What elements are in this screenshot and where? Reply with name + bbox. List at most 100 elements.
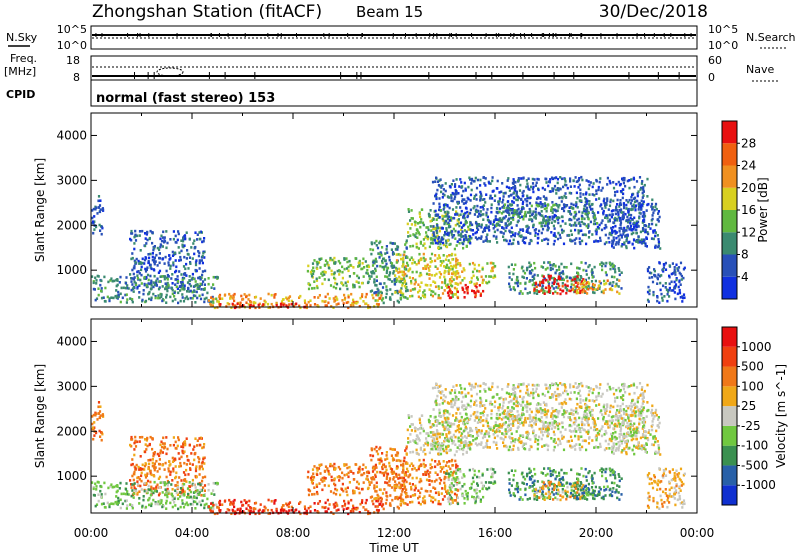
power-cell [97,287,100,290]
power-cell [542,288,545,291]
power-cell [261,304,264,308]
velocity-cell [148,488,152,492]
velocity-cell [313,486,316,489]
power-cell [181,282,185,286]
velocity-cell [180,489,183,493]
velocity-cell [194,469,198,473]
power-cell [406,261,409,265]
power-cell [379,290,382,294]
power-cell [492,227,495,230]
velocity-cell [198,457,201,461]
velocity-cell [342,508,345,511]
power-cell [433,239,436,242]
power-cell [517,214,520,217]
power-cell [569,238,572,242]
power-cell [92,220,95,223]
power-cell [496,187,499,190]
velocity-cell [415,469,418,472]
velocity-cell [344,502,347,506]
power-cell [192,285,196,288]
power-cell [381,265,384,269]
power-cell [591,210,594,214]
power-cell [651,217,654,221]
power-cell [612,281,615,284]
power-cell [510,242,513,246]
velocity-cell [162,436,165,440]
power-cell [376,246,380,250]
power-cell [319,258,322,261]
power-cell [149,274,152,278]
power-cell [581,239,584,243]
velocity-cell [347,471,350,475]
power-cell [491,266,494,270]
velocity-cell [147,466,150,469]
power-cell [91,209,94,212]
power-cell [658,274,661,278]
power-cell [585,273,588,276]
power-cell [543,202,547,205]
power-cell [473,194,476,198]
power-cell [380,291,383,295]
power-cell [591,276,594,279]
power-cell [412,233,415,236]
power-cell [480,223,483,227]
power-cell [125,301,128,304]
power-cell [148,290,151,294]
power-cell [576,276,579,280]
velocity-cell [392,470,395,474]
power-cell [407,269,410,273]
power-cell [145,233,148,236]
power-cell [578,183,581,187]
power-cell [152,281,155,284]
power-cell [548,275,551,278]
power-cell [565,204,569,207]
power-cell [334,281,337,285]
power-cell [599,239,602,242]
velocity-cell [95,431,98,435]
power-cell [577,281,580,285]
power-cell [587,224,590,228]
velocity-cell [248,499,251,503]
velocity-cell [332,491,335,495]
power-cell [149,229,152,233]
power-cell [478,212,481,216]
power-cell [501,201,504,204]
power-cell [573,238,576,242]
power-cell [557,206,560,209]
velocity-cell [384,465,387,468]
power-cell [182,299,186,303]
velocity-cell [381,452,384,455]
velocity-cell [248,512,251,516]
power-cell [171,299,174,303]
power-cell [446,195,449,198]
power-cell [477,236,481,240]
velocity-cell [97,493,100,496]
velocity-cell [369,454,372,457]
power-cell [396,248,399,251]
velocity-cell [136,476,139,480]
velocity-cell [439,448,442,452]
power-cell [492,189,495,193]
velocity-cell [418,427,422,430]
power-cell [673,271,676,274]
power-cell [477,223,481,226]
power-cell [403,279,407,283]
velocity-cell [355,486,358,489]
power-cell [469,211,472,215]
power-cell [353,272,356,275]
power-cell [553,208,556,212]
power-cell [624,212,627,216]
velocity-cell [179,461,182,465]
velocity-cell [455,450,458,453]
power-cell [347,265,350,269]
power-cell [449,288,452,291]
power-cell [98,223,101,227]
power-cell [248,293,251,297]
velocity-cell [352,489,355,493]
power-cell [609,267,612,271]
velocity-cell [355,508,358,511]
velocity-cell [370,448,373,452]
power-cell [633,225,636,228]
velocity-cell [174,446,177,450]
power-cell [153,268,156,272]
